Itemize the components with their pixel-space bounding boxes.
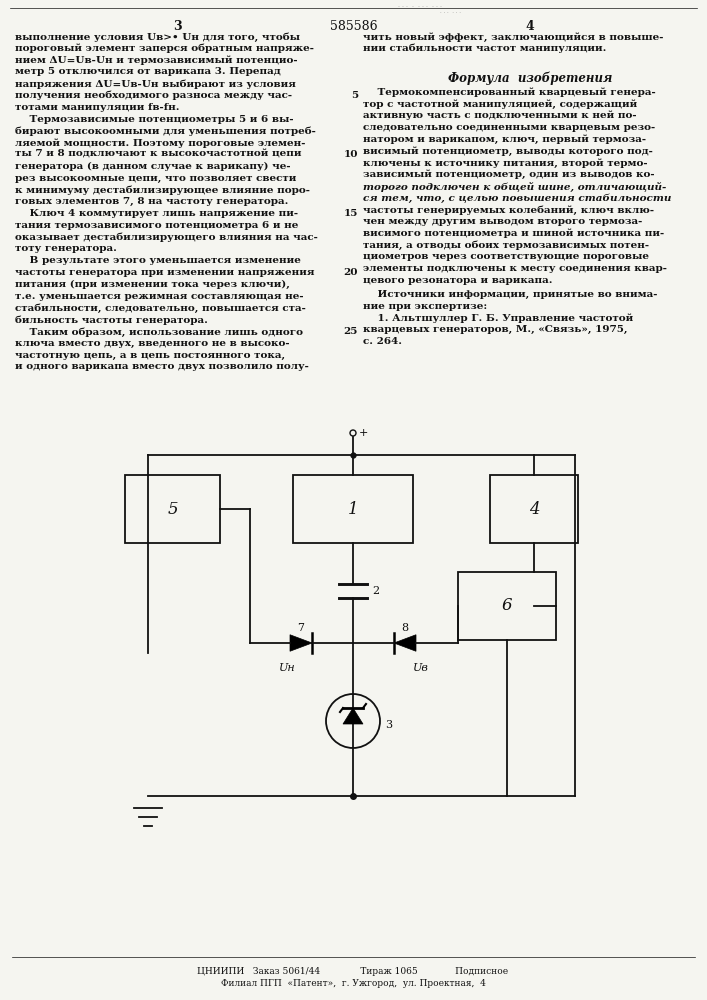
Text: метр 5 отключился от варикапа 3. Перепад: метр 5 отключился от варикапа 3. Перепад bbox=[15, 67, 281, 76]
Text: торого подключен к общей шине, отличающий-: торого подключен к общей шине, отличающи… bbox=[363, 182, 666, 192]
Text: активную часть с подключенными к ней по-: активную часть с подключенными к ней по- bbox=[363, 111, 636, 120]
Text: ляемой мощности. Поэтому пороговые элемен-: ляемой мощности. Поэтому пороговые элеме… bbox=[15, 138, 305, 148]
Text: В результате этого уменьшается изменение: В результате этого уменьшается изменение bbox=[15, 256, 301, 265]
Text: 15: 15 bbox=[344, 209, 358, 218]
Text: 25: 25 bbox=[344, 327, 358, 336]
Bar bbox=[490, 475, 578, 543]
Text: генератора (в данном случае к варикапу) че-: генератора (в данном случае к варикапу) … bbox=[15, 162, 291, 171]
Text: ключены к источнику питания, второй термо-: ключены к источнику питания, второй терм… bbox=[363, 158, 648, 168]
Text: Ключ 4 коммутирует лишь напряжение пи-: Ключ 4 коммутирует лишь напряжение пи- bbox=[15, 209, 298, 218]
Text: тоту генератора.: тоту генератора. bbox=[15, 244, 117, 253]
Text: 4: 4 bbox=[529, 500, 539, 518]
Polygon shape bbox=[394, 635, 416, 651]
Text: кварцевых генераторов, М., «Связь», 1975,: кварцевых генераторов, М., «Связь», 1975… bbox=[363, 325, 628, 334]
Text: Формула  изобретения: Формула изобретения bbox=[448, 71, 612, 85]
Text: 8: 8 bbox=[402, 623, 409, 633]
Text: 585586: 585586 bbox=[329, 20, 378, 33]
Text: ты 7 и 8 подключают к высокочастотной цепи: ты 7 и 8 подключают к высокочастотной це… bbox=[15, 150, 301, 159]
Text: натором и варикапом, ключ, первый термоза-: натором и варикапом, ключ, первый термоз… bbox=[363, 134, 646, 144]
Text: Филиал ПГП  «Патент»,  г. Ужгород,  ул. Проектная,  4: Филиал ПГП «Патент», г. Ужгород, ул. Про… bbox=[221, 979, 486, 988]
Text: получения необходимого разноса между час-: получения необходимого разноса между час… bbox=[15, 91, 292, 101]
Text: 5: 5 bbox=[351, 91, 358, 100]
Bar bbox=[458, 572, 556, 640]
Text: следовательно соединенными кварцевым резо-: следовательно соединенными кварцевым рез… bbox=[363, 123, 655, 132]
Text: Uн: Uн bbox=[279, 663, 296, 673]
Text: рез высокоомные цепи, что позволяет свести: рез высокоомные цепи, что позволяет свес… bbox=[15, 174, 296, 183]
Polygon shape bbox=[343, 708, 363, 724]
Text: говых элементов 7, 8 на частоту генератора.: говых элементов 7, 8 на частоту генерато… bbox=[15, 197, 288, 206]
Polygon shape bbox=[290, 635, 312, 651]
Bar bbox=[125, 475, 220, 543]
Text: ние при экспертизе:: ние при экспертизе: bbox=[363, 302, 487, 311]
Text: тор с частотной манипуляцией, содержащий: тор с частотной манипуляцией, содержащий bbox=[363, 99, 637, 109]
Text: Uв: Uв bbox=[413, 663, 429, 673]
Text: нии стабильности частот манипуляции.: нии стабильности частот манипуляции. bbox=[363, 44, 607, 53]
Text: висимого потенциометра и шиной источника пи-: висимого потенциометра и шиной источника… bbox=[363, 229, 665, 238]
Text: бильность частоты генератора.: бильность частоты генератора. bbox=[15, 315, 208, 325]
Text: 1: 1 bbox=[348, 500, 358, 518]
Text: частоты генерируемых колебаний, ключ вклю-: частоты генерируемых колебаний, ключ вкл… bbox=[363, 205, 654, 215]
Text: и одного варикапа вместо двух позволило полу-: и одного варикапа вместо двух позволило … bbox=[15, 362, 309, 371]
Text: 20: 20 bbox=[344, 268, 358, 277]
Text: ЦНИИПИ   Заказ 5061/44              Тираж 1065             Подписное: ЦНИИПИ Заказ 5061/44 Тираж 1065 Подписно… bbox=[197, 967, 508, 976]
Text: 3: 3 bbox=[385, 720, 392, 730]
Text: цевого резонатора и варикапа.: цевого резонатора и варикапа. bbox=[363, 276, 552, 285]
Text: тотами манипуляции fв-fн.: тотами манипуляции fв-fн. bbox=[15, 103, 180, 112]
Text: с. 264.: с. 264. bbox=[363, 337, 402, 346]
Text: пороговый элемент заперся обратным напряже-: пороговый элемент заперся обратным напря… bbox=[15, 44, 314, 53]
Text: 7: 7 bbox=[298, 623, 305, 633]
Text: нием ΔU=Uв-Uн и термозависимый потенцио-: нием ΔU=Uв-Uн и термозависимый потенцио- bbox=[15, 56, 298, 65]
Text: бирают высокоомными для уменьшения потреб-: бирают высокоомными для уменьшения потре… bbox=[15, 126, 316, 136]
Text: висимый потенциометр, выводы которого под-: висимый потенциометр, выводы которого по… bbox=[363, 146, 653, 156]
Text: частоты генератора при изменении напряжения: частоты генератора при изменении напряже… bbox=[15, 268, 315, 277]
Text: зависимый потенциометр, один из выводов ко-: зависимый потенциометр, один из выводов … bbox=[363, 170, 655, 179]
Text: 5: 5 bbox=[167, 500, 178, 518]
Text: ключа вместо двух, введенного не в высоко-: ключа вместо двух, введенного не в высок… bbox=[15, 339, 290, 348]
Text: питания (при изменении тока через ключи),: питания (при изменении тока через ключи)… bbox=[15, 280, 290, 289]
Text: Источники информации, принятые во внима-: Источники информации, принятые во внима- bbox=[363, 290, 658, 299]
Text: т.е. уменьшается режимная составляющая не-: т.е. уменьшается режимная составляющая н… bbox=[15, 292, 303, 301]
Text: Термозависимые потенциометры 5 и 6 вы-: Термозависимые потенциометры 5 и 6 вы- bbox=[15, 115, 293, 124]
Text: напряжения ΔU=Uв-Uн выбирают из условия: напряжения ΔU=Uв-Uн выбирают из условия bbox=[15, 79, 296, 89]
Text: элементы подключены к месту соединения квар-: элементы подключены к месту соединения к… bbox=[363, 264, 667, 273]
Text: Термокомпенсированный кварцевый генера-: Термокомпенсированный кварцевый генера- bbox=[363, 87, 656, 97]
Text: к минимуму дестабилизирующее влияние поро-: к минимуму дестабилизирующее влияние пор… bbox=[15, 185, 310, 195]
Text: оказывает дестабилизирующего влияния на час-: оказывает дестабилизирующего влияния на … bbox=[15, 233, 318, 242]
Text: стабильности, следовательно, повышается ста-: стабильности, следовательно, повышается … bbox=[15, 303, 306, 313]
Text: чить новый эффект, заключающийся в повыше-: чить новый эффект, заключающийся в повыш… bbox=[363, 32, 663, 42]
Text: тания, а отводы обоих термозависимых потен-: тания, а отводы обоих термозависимых пот… bbox=[363, 241, 649, 250]
Text: . . .  . . .: . . . . . . bbox=[440, 9, 460, 14]
Text: тания термозависимого потенциометра 6 и не: тания термозависимого потенциометра 6 и … bbox=[15, 221, 298, 230]
Text: циометров через соответствующие пороговые: циометров через соответствующие пороговы… bbox=[363, 252, 649, 261]
Text: выполнение условия Uв>• Uн для того, чтобы: выполнение условия Uв>• Uн для того, что… bbox=[15, 32, 300, 42]
Text: 3: 3 bbox=[173, 20, 181, 33]
Text: частотную цепь, а в цепь постоянного тока,: частотную цепь, а в цепь постоянного ток… bbox=[15, 351, 285, 360]
Text: 1. Альтшуллер Г. Б. Управление частотой: 1. Альтшуллер Г. Б. Управление частотой bbox=[363, 313, 633, 323]
Text: Таким образом, использование лишь одного: Таким образом, использование лишь одного bbox=[15, 327, 303, 337]
Text: +: + bbox=[359, 428, 368, 438]
Bar bbox=[293, 475, 413, 543]
Text: 2: 2 bbox=[372, 586, 379, 596]
Text: 10: 10 bbox=[344, 150, 358, 159]
Text: 4: 4 bbox=[525, 20, 534, 33]
Text: . . .  .  . . .  . . .: . . . . . . . . . . bbox=[398, 3, 442, 8]
Text: чен между другим выводом второго термоза-: чен между другим выводом второго термоза… bbox=[363, 217, 643, 226]
Text: ся тем, что, с целью повышения стабильности: ся тем, что, с целью повышения стабильно… bbox=[363, 193, 672, 203]
Text: 6: 6 bbox=[502, 597, 513, 614]
